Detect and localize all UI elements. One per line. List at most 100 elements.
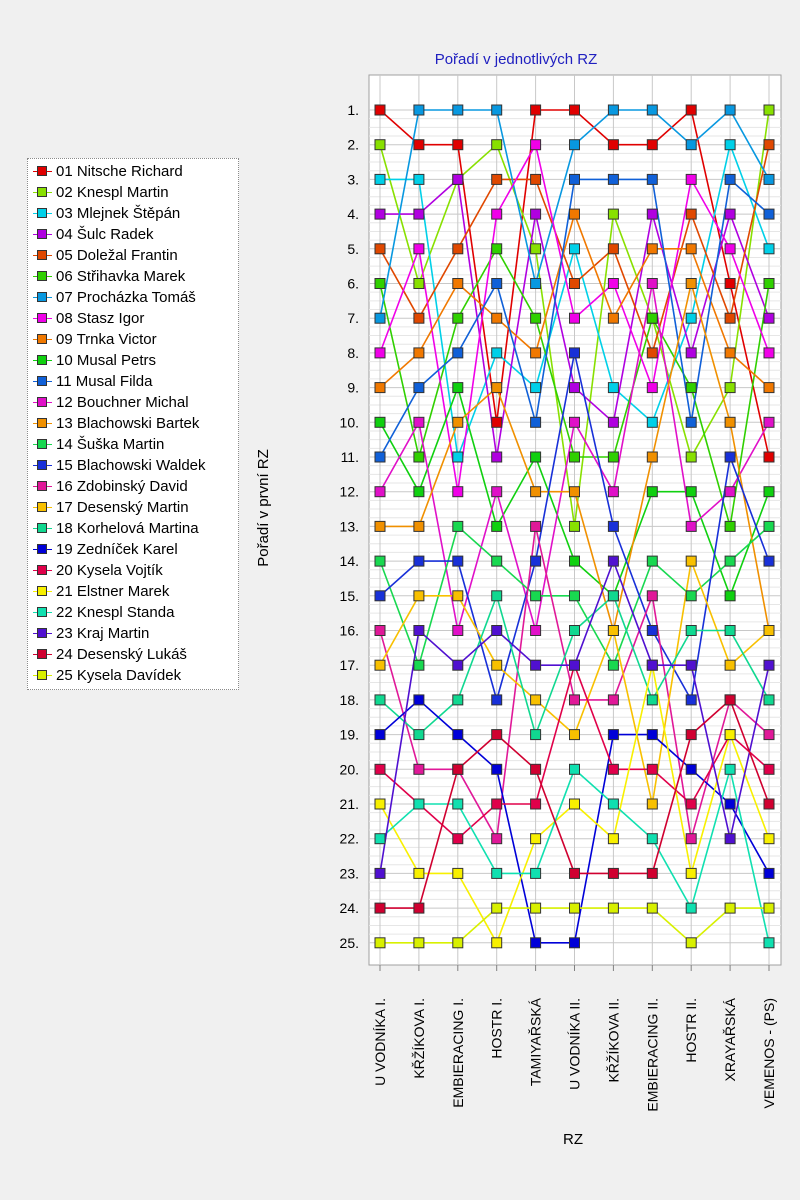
data-point-marker — [413, 486, 425, 498]
data-point-marker — [491, 937, 503, 949]
data-point-marker — [607, 763, 619, 775]
data-point-marker — [491, 208, 503, 220]
x-tick-label: VEMENOS - (PS) — [761, 998, 777, 1108]
data-point-marker — [646, 867, 658, 879]
data-point-marker — [685, 937, 697, 949]
data-point-marker — [607, 902, 619, 914]
data-point-marker — [646, 173, 658, 185]
data-point-marker — [646, 625, 658, 636]
data-point-marker — [569, 208, 580, 220]
data-point-marker — [724, 243, 736, 255]
legend-marker-swatch — [37, 166, 47, 176]
legend-label: 23 Kraj Martin — [56, 625, 150, 642]
data-point-marker — [569, 625, 580, 636]
data-point-marker — [491, 625, 503, 636]
data-point-marker — [607, 104, 619, 116]
data-point-marker — [763, 625, 775, 636]
data-point-marker — [685, 867, 697, 879]
data-point-marker — [685, 416, 697, 428]
data-point-marker — [530, 659, 542, 671]
data-point-marker — [646, 798, 658, 810]
data-point-marker — [491, 590, 503, 602]
data-point-marker — [491, 382, 503, 394]
data-point-marker — [607, 625, 619, 636]
data-point-marker — [374, 139, 386, 151]
data-point-marker — [685, 590, 697, 602]
data-point-marker — [685, 139, 697, 151]
data-point-marker — [607, 555, 619, 567]
data-point-marker — [685, 659, 697, 671]
data-point-marker — [413, 555, 425, 567]
data-point-marker — [607, 382, 619, 394]
data-point-marker — [530, 902, 542, 914]
legend-item: 01 Nitsche Richard — [28, 161, 238, 182]
data-point-marker — [763, 451, 775, 463]
data-point-marker — [413, 104, 425, 116]
legend-item: 17 Desenský Martin — [28, 497, 238, 518]
data-point-marker — [724, 833, 736, 845]
data-point-marker — [569, 520, 580, 532]
data-point-marker — [685, 312, 697, 324]
data-point-marker — [724, 208, 736, 220]
data-point-marker — [646, 312, 658, 324]
data-point-marker — [452, 694, 464, 706]
data-point-marker — [491, 312, 503, 324]
data-point-marker — [724, 590, 736, 602]
data-point-marker — [413, 382, 425, 394]
data-point-marker — [607, 798, 619, 810]
data-point-marker — [724, 486, 736, 498]
data-point-marker — [763, 520, 775, 532]
data-point-marker — [374, 763, 386, 775]
legend-marker-swatch — [37, 481, 47, 491]
data-point-marker — [491, 278, 503, 289]
legend-item: 09 Trnka Victor — [28, 329, 238, 350]
data-point-marker — [607, 867, 619, 879]
data-point-marker — [569, 382, 580, 394]
legend-item: 18 Korhelová Martina — [28, 518, 238, 539]
data-point-marker — [646, 243, 658, 255]
data-point-marker — [607, 486, 619, 498]
data-point-marker — [569, 173, 580, 185]
x-tick-label: EMBIERACING II. — [644, 998, 660, 1112]
data-point-marker — [569, 416, 580, 428]
y-tick-label: 3. — [347, 171, 359, 187]
data-point-marker — [724, 625, 736, 636]
legend-marker-swatch — [37, 544, 47, 554]
data-point-marker — [646, 486, 658, 498]
x-tick-label: XRAYAŘSKÁ — [722, 997, 738, 1081]
legend-label: 22 Knespl Standa — [56, 604, 175, 621]
legend-marker-swatch — [37, 586, 47, 596]
data-point-marker — [413, 937, 425, 949]
data-point-marker — [569, 763, 580, 775]
data-point-marker — [413, 520, 425, 532]
data-point-marker — [569, 867, 580, 879]
data-point-marker — [374, 937, 386, 949]
data-point-marker — [491, 486, 503, 498]
y-tick-label: 19. — [340, 727, 359, 743]
data-point-marker — [569, 902, 580, 914]
legend-marker-swatch — [37, 628, 47, 638]
data-point-marker — [607, 833, 619, 845]
y-tick-label: 6. — [347, 276, 359, 292]
data-point-marker — [646, 694, 658, 706]
data-point-marker — [452, 833, 464, 845]
data-point-marker — [763, 208, 775, 220]
data-point-marker — [491, 520, 503, 532]
data-point-marker — [724, 382, 736, 394]
legend-item: 15 Blachowski Waldek — [28, 455, 238, 476]
data-point-marker — [374, 867, 386, 879]
data-point-marker — [452, 555, 464, 567]
legend-label: 07 Procházka Tomáš — [56, 289, 196, 306]
legend-item: 10 Musal Petrs — [28, 350, 238, 371]
y-axis-label: Pořadí v první RZ — [255, 449, 272, 567]
data-point-marker — [685, 763, 697, 775]
legend-marker-swatch — [37, 460, 47, 470]
data-point-marker — [763, 243, 775, 255]
data-point-marker — [413, 902, 425, 914]
data-point-marker — [569, 798, 580, 810]
data-point-marker — [374, 243, 386, 255]
legend-marker-swatch — [37, 208, 47, 218]
data-point-marker — [724, 763, 736, 775]
y-tick-label: 24. — [340, 900, 359, 916]
